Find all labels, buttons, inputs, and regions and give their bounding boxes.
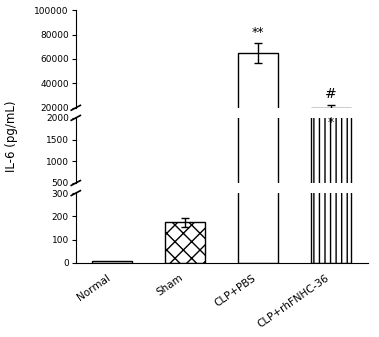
Text: IL-6 (pg/mL): IL-6 (pg/mL): [5, 101, 18, 172]
Text: **: **: [252, 26, 265, 39]
Bar: [92, 204, 132, 205]
Bar: [92, 261, 132, 263]
Bar: [238, 0, 278, 263]
Bar: [238, 53, 278, 132]
Text: *: *: [328, 101, 334, 129]
Text: #: #: [325, 87, 337, 101]
Bar: [238, 0, 278, 205]
Bar: [311, 108, 351, 132]
Bar: [165, 222, 205, 263]
Bar: [311, 0, 351, 205]
Bar: [311, 0, 351, 263]
Bar: [165, 197, 205, 205]
